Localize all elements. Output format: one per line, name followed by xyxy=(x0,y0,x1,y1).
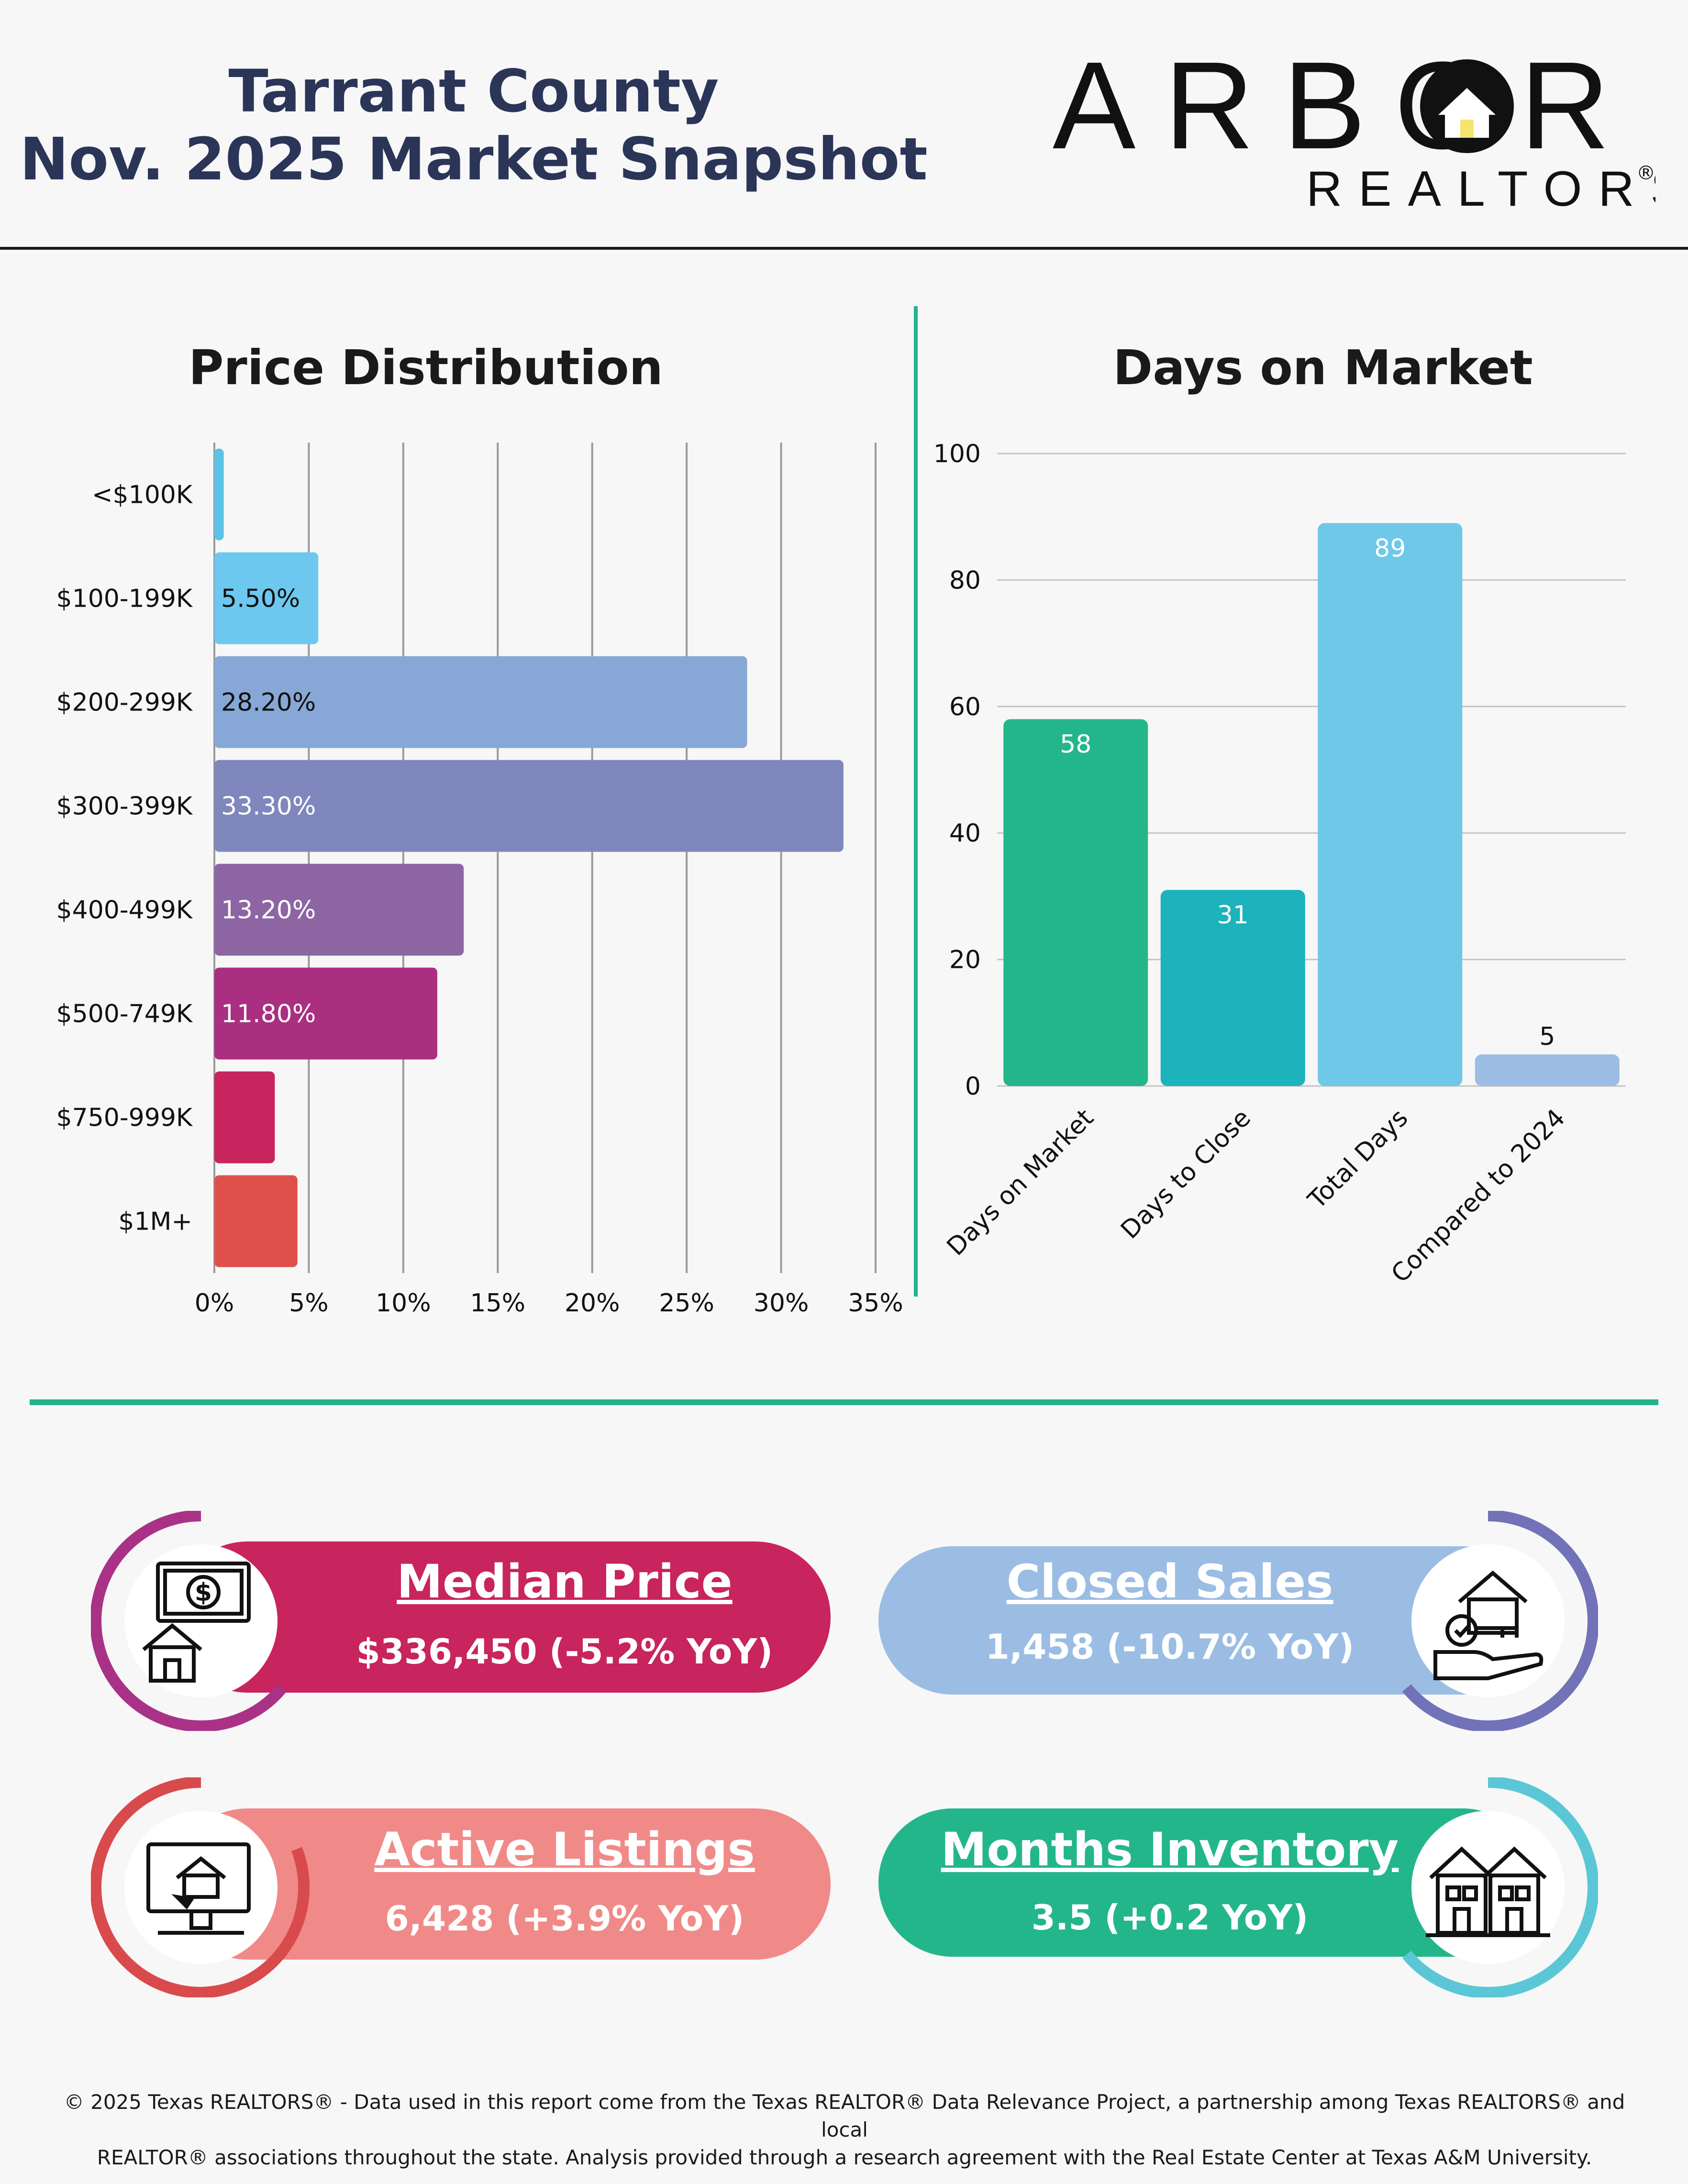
footer-line-1: © 2025 Texas REALTORS® - Data used in th… xyxy=(64,2090,1625,2141)
x-category-label: Days to Close xyxy=(1115,1104,1256,1245)
dom-bar xyxy=(1160,890,1305,1086)
y-tick-label: 40 xyxy=(949,819,981,848)
bar-data-label: 5 xyxy=(1539,1022,1555,1051)
logo-subtitle: REALTORS xyxy=(1306,161,1655,217)
category-label: $400-499K xyxy=(56,896,193,925)
dom-bar xyxy=(1475,1054,1620,1086)
closed-sales-value: 1,458 (-10.7% YoY) xyxy=(985,1627,1355,1667)
category-label: $750-999K xyxy=(56,1104,193,1132)
x-tick-label: 15% xyxy=(470,1289,525,1318)
house-key-hand-icon xyxy=(1433,1570,1544,1680)
x-tick-label: 0% xyxy=(195,1289,234,1318)
median-price-ring xyxy=(91,1511,287,1731)
active-listings-title: Active Listings xyxy=(374,1823,755,1876)
money-house-icon: $ xyxy=(142,1562,251,1683)
median-price-title: Median Price xyxy=(397,1555,733,1608)
bar-data-label: 33.30% xyxy=(221,792,316,821)
x-tick-label: 30% xyxy=(754,1289,809,1318)
price-bar xyxy=(214,656,747,748)
median-price-card xyxy=(172,1541,831,1693)
category-label: $100-199K xyxy=(56,585,193,613)
price-bar xyxy=(214,552,319,644)
price-bar xyxy=(214,1071,275,1164)
closed-sales-title: Closed Sales xyxy=(1006,1555,1333,1608)
bar-data-label: 5.50% xyxy=(221,585,300,613)
bar-data-label: 11.80% xyxy=(221,1000,316,1029)
logo-word: ARBOR xyxy=(1053,48,1639,175)
dom-bar xyxy=(1318,523,1463,1086)
townhouses-icon xyxy=(1426,1846,1550,1937)
bar-data-label: 28.20% xyxy=(221,688,316,717)
y-tick-label: 0 xyxy=(965,1072,981,1101)
footer-disclaimer: © 2025 Texas REALTORS® - Data used in th… xyxy=(57,2088,1632,2172)
category-label: $200-299K xyxy=(56,688,193,717)
median-price-value: $336,450 (-5.2% YoY) xyxy=(356,1631,773,1672)
dom-bar xyxy=(1003,719,1148,1086)
price-distribution-chart: 0% 5% 10% 15% 20% 25% 30% 35% <$100K $100-199K 5.5… xyxy=(56,443,903,1318)
header-divider xyxy=(0,247,1688,250)
days-on-market-chart: 0 20 40 60 80 100 58 Days on Market 31 Days to Cl… xyxy=(933,440,1626,1288)
x-category-label: Compared to 2024 xyxy=(1386,1104,1571,1288)
title-line-snapshot: Nov. 2025 Market Snapshot xyxy=(20,125,928,193)
months-inventory-title: Months Inventory xyxy=(941,1823,1399,1876)
price-bar xyxy=(214,1175,298,1267)
y-tick-label: 20 xyxy=(949,946,981,975)
price-distribution-title: Price Distribution xyxy=(189,340,663,396)
bar-data-label: 31 xyxy=(1217,901,1249,930)
price-bar xyxy=(214,864,464,956)
x-tick-label: 25% xyxy=(659,1289,714,1318)
price-bar xyxy=(214,448,224,541)
logo-registered-mark: ® xyxy=(1636,162,1655,184)
title-line-county: Tarrant County xyxy=(228,57,719,125)
computer-house-icon xyxy=(146,1842,251,1935)
svg-text:$: $ xyxy=(195,1578,212,1607)
months-inventory-value: 3.5 (+0.2 YoY) xyxy=(1031,1897,1309,1938)
bar-data-label: 13.20% xyxy=(221,896,316,925)
days-on-market-title: Days on Market xyxy=(1113,340,1533,396)
months-inventory-ring xyxy=(1402,1777,1598,1997)
x-tick-label: 35% xyxy=(848,1289,903,1318)
price-bar xyxy=(214,760,844,852)
price-bar xyxy=(214,967,437,1060)
bar-data-label: 58 xyxy=(1060,730,1091,759)
y-tick-label: 100 xyxy=(933,440,981,468)
category-label: $1M+ xyxy=(118,1208,192,1236)
category-label: $500-749K xyxy=(56,1000,193,1029)
x-tick-label: 10% xyxy=(376,1289,431,1318)
page-title: Tarrant County Nov. 2025 Market Snapshot xyxy=(0,57,947,193)
x-category-label: Days on Market xyxy=(942,1104,1099,1262)
footer-line-2: REALTOR® associations throughout the sta… xyxy=(97,2146,1592,2169)
active-listings-value: 6,428 (+3.9% YoY) xyxy=(385,1898,744,1939)
closed-sales-ring xyxy=(1402,1511,1598,1731)
x-tick-label: 20% xyxy=(565,1289,620,1318)
logo-house-icon xyxy=(1420,59,1514,153)
y-tick-label: 80 xyxy=(949,566,981,595)
active-listings-card xyxy=(172,1808,831,1960)
x-tick-label: 5% xyxy=(289,1289,329,1318)
category-label: <$100K xyxy=(92,481,193,510)
x-category-label: Total Days xyxy=(1302,1104,1413,1215)
category-label: $300-399K xyxy=(56,792,193,821)
y-tick-label: 60 xyxy=(949,693,981,721)
active-listings-ring xyxy=(91,1777,310,1997)
section-divider xyxy=(30,1399,1658,1405)
bar-data-label: 89 xyxy=(1374,534,1406,563)
arbor-realtors-logo: ARBOR REALTORS ® xyxy=(1053,48,1655,217)
chart-divider xyxy=(914,306,918,1297)
